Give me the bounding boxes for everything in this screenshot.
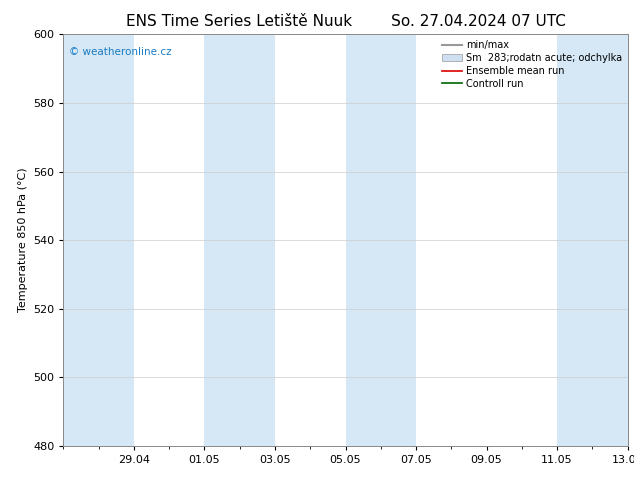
Bar [204, 34, 275, 446]
Bar [557, 34, 628, 446]
Y-axis label: Temperature 850 hPa (°C): Temperature 850 hPa (°C) [18, 168, 27, 313]
Bar [346, 34, 416, 446]
Text: © weatheronline.cz: © weatheronline.cz [69, 47, 172, 57]
Title: ENS Time Series Letiště Nuuk        So. 27.04.2024 07 UTC: ENS Time Series Letiště Nuuk So. 27.04.2… [126, 14, 566, 29]
Legend: min/max, Sm  283;rodatn acute; odchylka, Ensemble mean run, Controll run: min/max, Sm 283;rodatn acute; odchylka, … [439, 36, 626, 93]
Bar [63, 34, 134, 446]
